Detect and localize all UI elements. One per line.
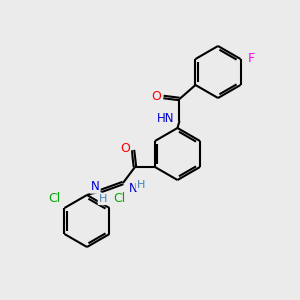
- Text: F: F: [248, 52, 255, 65]
- Text: O: O: [120, 142, 130, 155]
- Text: Cl: Cl: [48, 193, 61, 206]
- Text: O: O: [152, 91, 161, 103]
- Text: H: H: [99, 194, 107, 204]
- Text: N: N: [91, 179, 99, 193]
- Text: HN: HN: [157, 112, 174, 124]
- Text: Cl: Cl: [113, 193, 126, 206]
- Text: N: N: [129, 182, 137, 196]
- Text: H: H: [137, 180, 145, 190]
